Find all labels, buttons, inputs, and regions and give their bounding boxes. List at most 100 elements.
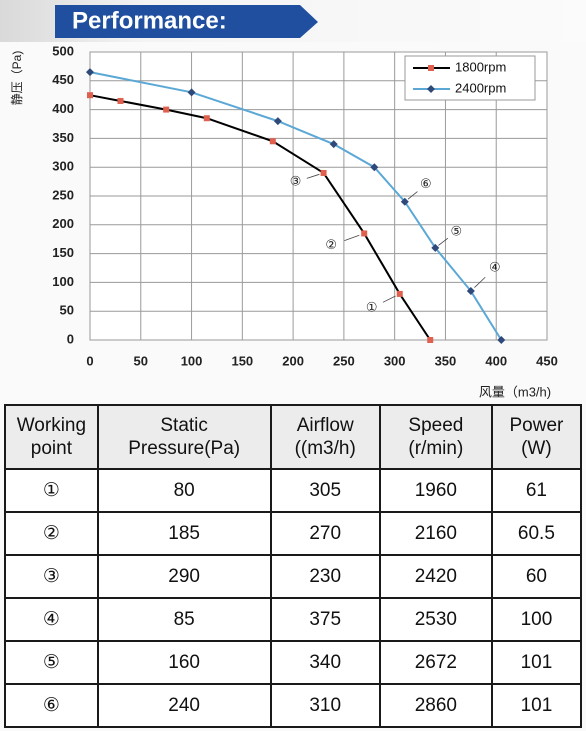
x-tick-label: 300 [384, 353, 406, 368]
legend-marker [427, 85, 435, 93]
legend-label: 1800rpm [455, 59, 506, 74]
y-tick-label: 400 [52, 101, 74, 116]
table-cell: 185 [96, 511, 272, 556]
table-cell: ④ [4, 597, 99, 642]
y-tick-label: 350 [52, 130, 74, 145]
point [400, 197, 409, 206]
x-tick-label: 250 [333, 353, 355, 368]
annotation-leader [438, 237, 449, 246]
header-cell: Working point [4, 404, 99, 470]
annotation-leader [382, 295, 396, 303]
table-cell: ⑤ [4, 640, 99, 685]
table-cell: 2530 [378, 597, 493, 642]
point [269, 138, 276, 145]
point [86, 68, 94, 77]
table-cell: 340 [269, 640, 381, 685]
table-cell: 2160 [378, 511, 493, 556]
header-cell: Static Pressure(Pa) [96, 404, 272, 470]
annotation: ③ [290, 173, 302, 188]
legend-box [404, 55, 536, 101]
point [320, 169, 327, 176]
table-cell: 85 [96, 597, 272, 642]
banner-title: Performance: [72, 7, 227, 34]
annotation-leader [344, 234, 360, 242]
header-row: Working point Static Pressure(Pa) Airflow … [4, 404, 583, 470]
point [187, 88, 196, 97]
y-tick-label: 250 [52, 187, 74, 202]
y-tick-label: 200 [52, 216, 74, 231]
table-cell: 160 [96, 640, 272, 685]
x-tick-label: 350 [435, 353, 457, 368]
y-tick-label: 0 [67, 331, 74, 346]
x-tick-label: 0 [86, 353, 93, 368]
banner [55, 5, 318, 38]
table-row: ⑥ 240 310 2860 101 [4, 683, 583, 728]
table-cell: 101 [490, 640, 583, 685]
table-cell: 375 [269, 597, 381, 642]
annotation: ⑥ [420, 176, 432, 191]
y-axis-label: 静压（Pa) [10, 51, 24, 106]
annotation: ② [325, 237, 337, 252]
point [203, 115, 210, 122]
table-row: ⑤ 160 340 2672 101 [4, 640, 583, 685]
point [87, 92, 93, 99]
table-cell: ② [4, 511, 99, 556]
x-tick-label: 150 [231, 353, 253, 368]
point [117, 97, 124, 104]
table-cell: 290 [96, 554, 272, 599]
annotation: ④ [489, 259, 501, 274]
point [163, 106, 170, 113]
annotation: ① [366, 299, 378, 314]
table-cell: 2672 [378, 640, 493, 685]
x-tick-label: 200 [282, 353, 304, 368]
table-cell: 230 [269, 554, 381, 599]
table-row: ③ 290 230 2420 60 [4, 554, 583, 599]
table-cell: 2860 [378, 683, 493, 728]
table-cell: 60.5 [490, 511, 583, 556]
header-cell: Speed (r/min) [378, 404, 493, 470]
y-tick-label: 150 [52, 245, 74, 260]
x-tick-label: 100 [181, 353, 203, 368]
y-tick-label: 100 [52, 274, 74, 289]
performance-table: Working point Static Pressure(Pa) Airflow … [4, 404, 583, 728]
annotation-leader [474, 276, 486, 288]
table-cell: ③ [4, 554, 99, 599]
legend-marker [428, 65, 434, 71]
point [427, 337, 434, 343]
table-cell: 61 [490, 468, 583, 513]
point [361, 230, 368, 237]
x-tick-label: 450 [536, 353, 558, 368]
table-cell: 60 [490, 554, 583, 599]
point [273, 117, 282, 126]
table-cell: 240 [96, 683, 272, 728]
table-cell: 310 [269, 683, 381, 728]
table-cell: ⑥ [4, 683, 99, 728]
x-tick-label: 50 [134, 353, 148, 368]
table-cell: 305 [269, 468, 381, 513]
y-tick-label: 450 [52, 72, 74, 87]
point [466, 287, 475, 296]
point [497, 336, 506, 344]
table-cell: 100 [490, 597, 583, 642]
table-row: ① 80 305 1960 61 [4, 468, 583, 513]
table-row: ② 185 270 2160 60.5 [4, 511, 583, 556]
x-tick-label: 400 [485, 353, 507, 368]
table-cell: ① [4, 468, 99, 513]
table-cell: 2420 [378, 554, 493, 599]
table-cell: 80 [96, 468, 272, 513]
point [370, 163, 379, 172]
y-tick-label: 300 [52, 159, 74, 174]
point [396, 290, 403, 297]
legend-label: 2400rpm [455, 80, 506, 95]
table-cell: 270 [269, 511, 381, 556]
annotation-leader [306, 173, 320, 179]
table-body: ① 80 305 1960 61 ② 185 270 2160 60.5 ③ 290 230 2420 60… [4, 468, 583, 728]
annotation: ⑤ [450, 223, 462, 238]
header-cell: Power (W) [490, 404, 583, 470]
y-tick-label: 50 [60, 303, 74, 318]
table-cell: 1960 [378, 468, 493, 513]
x-axis-label: 风量（m3/h) [479, 384, 551, 399]
chart: Performance: 静压（Pa) 风量（m3/h) 0 50 100 150 20… [0, 0, 586, 399]
y-tick-label: 500 [52, 43, 74, 58]
